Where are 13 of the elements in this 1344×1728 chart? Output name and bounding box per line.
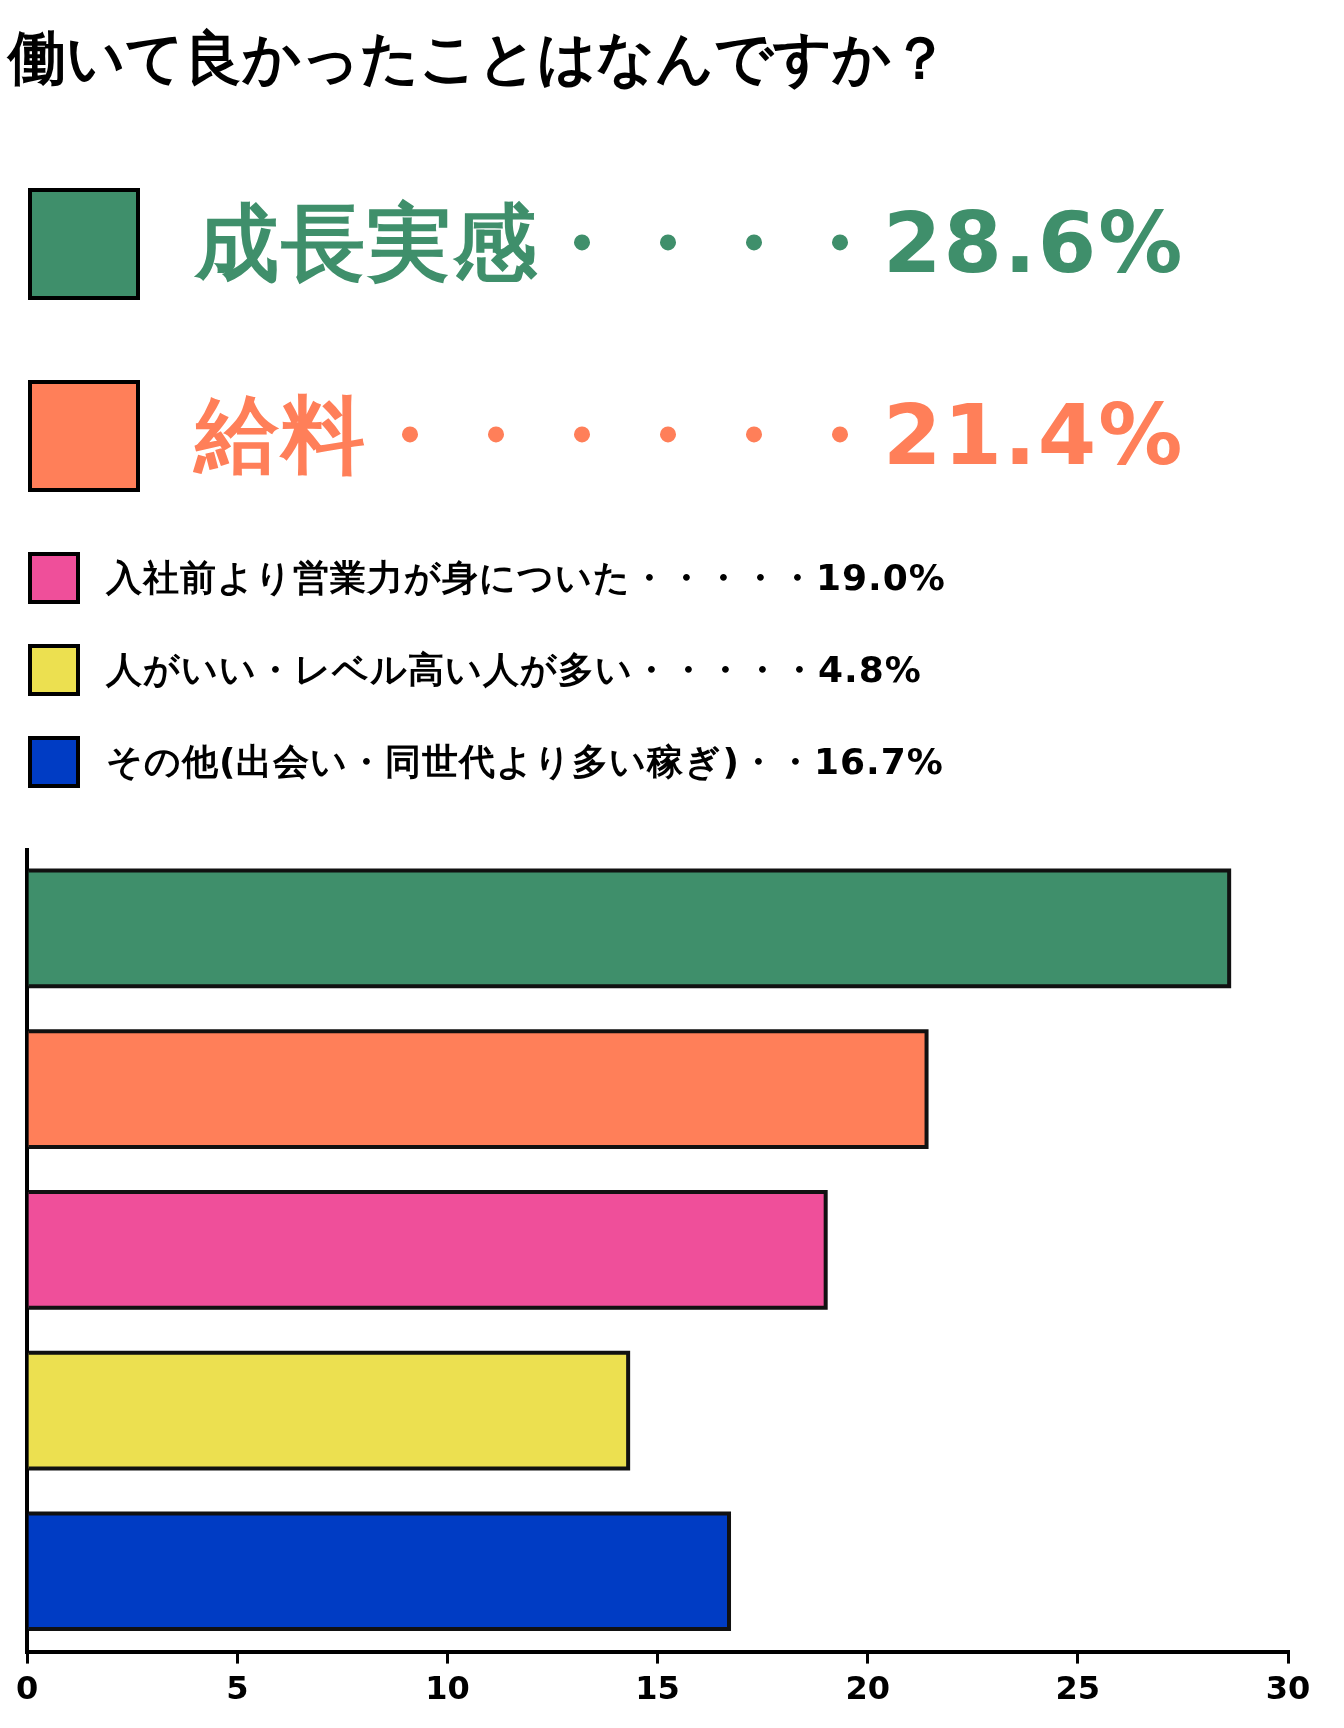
x-tick-label: 30 [1265,1669,1311,1708]
chart-title: 働いて良かったことはなんですか？ [8,23,950,94]
legend-label: その他(出会い・同世代より多い稼ぎ)・・16.7% [106,739,944,784]
legend-label: 成長実感・・・・28.6% [195,193,1185,294]
legend-label: 入社前より営業力が身についた・・・・・19.0% [106,555,946,600]
x-tick-label: 15 [635,1669,680,1708]
x-tick-label: 20 [845,1669,890,1708]
x-tick-label: 5 [226,1669,249,1708]
legend-label: 給料・・・・・・21.4% [195,385,1185,486]
legend-label: 人がいい・レベル高い人が多い・・・・・4.8% [106,647,922,692]
x-tick-label: 0 [16,1669,39,1708]
x-tick-label: 25 [1055,1669,1101,1708]
x-tick-label: 10 [425,1669,470,1708]
